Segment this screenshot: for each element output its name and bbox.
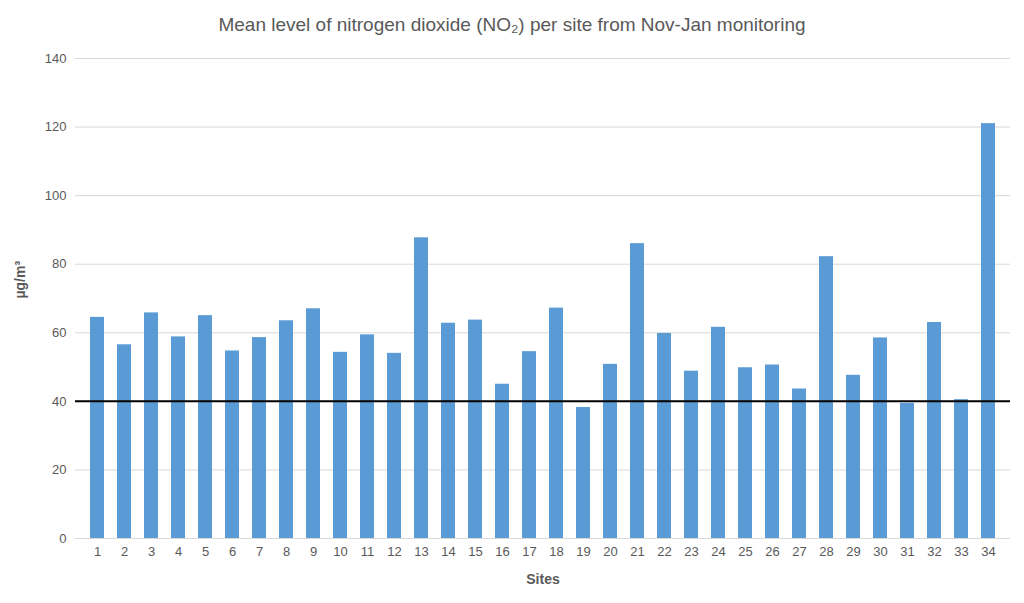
svg-text:120: 120 (45, 119, 67, 134)
svg-text:80: 80 (52, 256, 66, 271)
svg-text:2: 2 (121, 544, 128, 559)
svg-text:60: 60 (52, 325, 66, 340)
svg-text:23: 23 (684, 544, 698, 559)
svg-text:27: 27 (792, 544, 806, 559)
svg-text:12: 12 (387, 544, 401, 559)
svg-text:16: 16 (495, 544, 509, 559)
svg-text:18: 18 (549, 544, 563, 559)
svg-text:20: 20 (52, 462, 66, 477)
svg-text:8: 8 (283, 544, 290, 559)
svg-text:11: 11 (361, 544, 375, 559)
svg-text:7: 7 (256, 544, 263, 559)
svg-text:29: 29 (846, 544, 860, 559)
svg-text:22: 22 (657, 544, 671, 559)
svg-text:17: 17 (522, 544, 536, 559)
svg-text:25: 25 (738, 544, 752, 559)
svg-text:5: 5 (202, 544, 209, 559)
svg-text:3: 3 (148, 544, 155, 559)
svg-text:Sites: Sites (526, 571, 560, 587)
svg-text:µg/m³: µg/m³ (12, 261, 28, 299)
svg-text:6: 6 (229, 544, 236, 559)
svg-text:40: 40 (52, 394, 66, 409)
html-text:Mean level of nitrogen dioxide: Mean level of nitrogen dioxide (NO₂) per… (218, 14, 806, 35)
svg-text:14: 14 (441, 544, 455, 559)
svg-text:20: 20 (603, 544, 617, 559)
svg-text:26: 26 (765, 544, 779, 559)
svg-text:0: 0 (59, 531, 66, 546)
svg-text:15: 15 (468, 544, 482, 559)
svg-text:24: 24 (711, 544, 725, 559)
svg-text:33: 33 (954, 544, 968, 559)
svg-text:34: 34 (981, 544, 995, 559)
svg-text:32: 32 (927, 544, 941, 559)
svg-text:1: 1 (94, 544, 101, 559)
svg-text:140: 140 (45, 51, 67, 66)
svg-text:13: 13 (414, 544, 428, 559)
svg-text:21: 21 (630, 544, 644, 559)
svg-text:30: 30 (873, 544, 887, 559)
svg-text:19: 19 (576, 544, 590, 559)
svg-text:9: 9 (310, 544, 317, 559)
svg-text:100: 100 (45, 188, 67, 203)
svg-text:10: 10 (333, 544, 347, 559)
svg-text:31: 31 (900, 544, 914, 559)
svg-text:4: 4 (175, 544, 182, 559)
svg-text:28: 28 (819, 544, 833, 559)
